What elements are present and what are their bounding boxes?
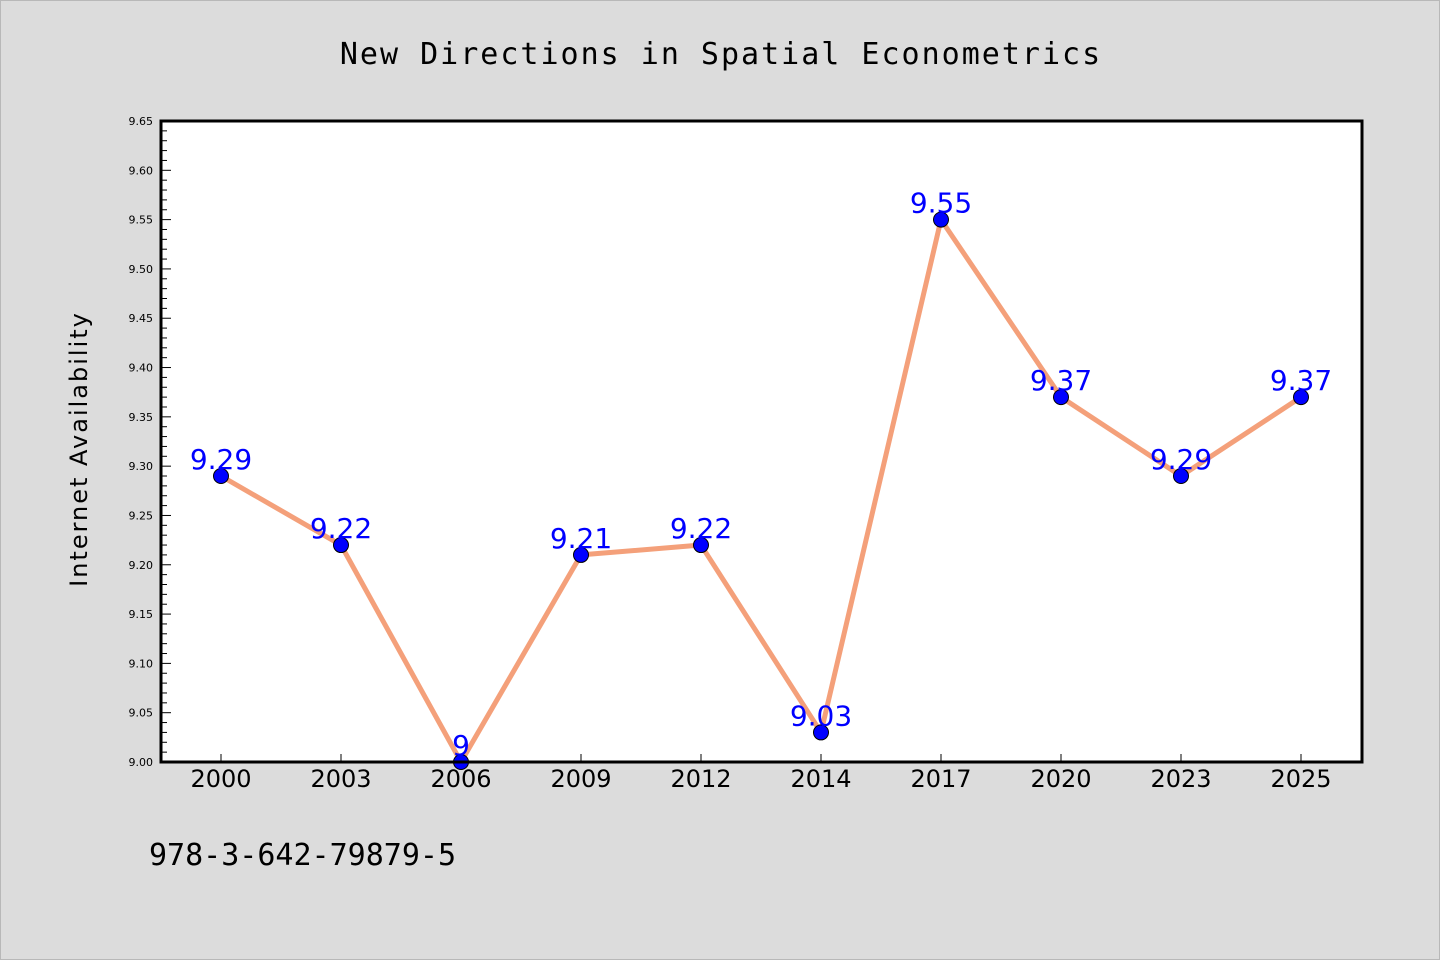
y-axis-ticks: 9.00 9.05 9.10 9.15 9.20 9.25 9.30 9.35 9.40 9.45…: [129, 115, 171, 769]
y-tick-label: 9.65: [129, 115, 154, 128]
x-tick-label: 2003: [310, 765, 371, 793]
data-label: 9.22: [310, 512, 372, 545]
data-label: 9.29: [190, 443, 252, 476]
data-label: 9.55: [910, 187, 972, 220]
x-tick-label: 2020: [1030, 765, 1091, 793]
y-tick-label: 9.05: [129, 707, 154, 720]
y-tick-label: 9.35: [129, 411, 154, 424]
x-tick-label: 2023: [1150, 765, 1211, 793]
data-point: [213, 468, 229, 485]
y-tick-label: 9.00: [129, 756, 154, 769]
data-point: [573, 546, 589, 563]
y-tick-label: 9.20: [129, 559, 154, 572]
data-label: 9: [452, 729, 470, 762]
y-tick-label: 9.60: [129, 164, 154, 177]
y-tick-label: 9.30: [129, 460, 154, 473]
x-tick-label: 2014: [790, 765, 851, 793]
data-label: 9.22: [670, 512, 732, 545]
x-tick-label: 2009: [550, 765, 611, 793]
x-axis-ticks: 2000 2003 2006 2009 2012 2014 2017 2020 2023 2025: [190, 754, 1332, 793]
y-tick-label: 9.55: [129, 214, 154, 227]
series-layer: 9.29 9.22 9 9.21 9.22 9.03 9.55 9.37 9.29 9.37: [190, 187, 1332, 770]
data-label: 9.37: [1270, 364, 1332, 397]
data-point: [1053, 389, 1069, 406]
data-point: [1293, 389, 1309, 406]
x-tick-label: 2000: [190, 765, 251, 793]
data-label: 9.21: [550, 522, 612, 555]
y-tick-label: 9.15: [129, 608, 154, 621]
x-tick-label: 2017: [910, 765, 971, 793]
chart-title: New Directions in Spatial Econometrics: [340, 37, 1102, 72]
data-label: 9.03: [790, 699, 852, 732]
series-line: [218, 217, 1304, 765]
y-tick-label: 9.25: [129, 509, 154, 522]
y-tick-label: 9.10: [129, 657, 154, 670]
data-point: [813, 724, 829, 741]
plot-area: [161, 121, 1362, 762]
y-tick-label: 9.40: [129, 362, 154, 375]
data-label: 9.37: [1030, 364, 1092, 397]
x-tick-label: 2012: [670, 765, 731, 793]
y-tick-label: 9.45: [129, 312, 154, 325]
data-point: [693, 537, 709, 554]
y-tick-label: 9.50: [129, 263, 154, 276]
data-point: [1173, 468, 1189, 485]
y-axis-label: Internet Availability: [65, 311, 93, 587]
data-label: 9.29: [1150, 443, 1212, 476]
footer-text: 978-3-642-79879-5: [149, 838, 456, 873]
plot-frame: [159, 119, 1364, 764]
data-point: [933, 211, 949, 228]
data-point: [333, 537, 349, 554]
x-tick-label: 2025: [1270, 765, 1331, 793]
